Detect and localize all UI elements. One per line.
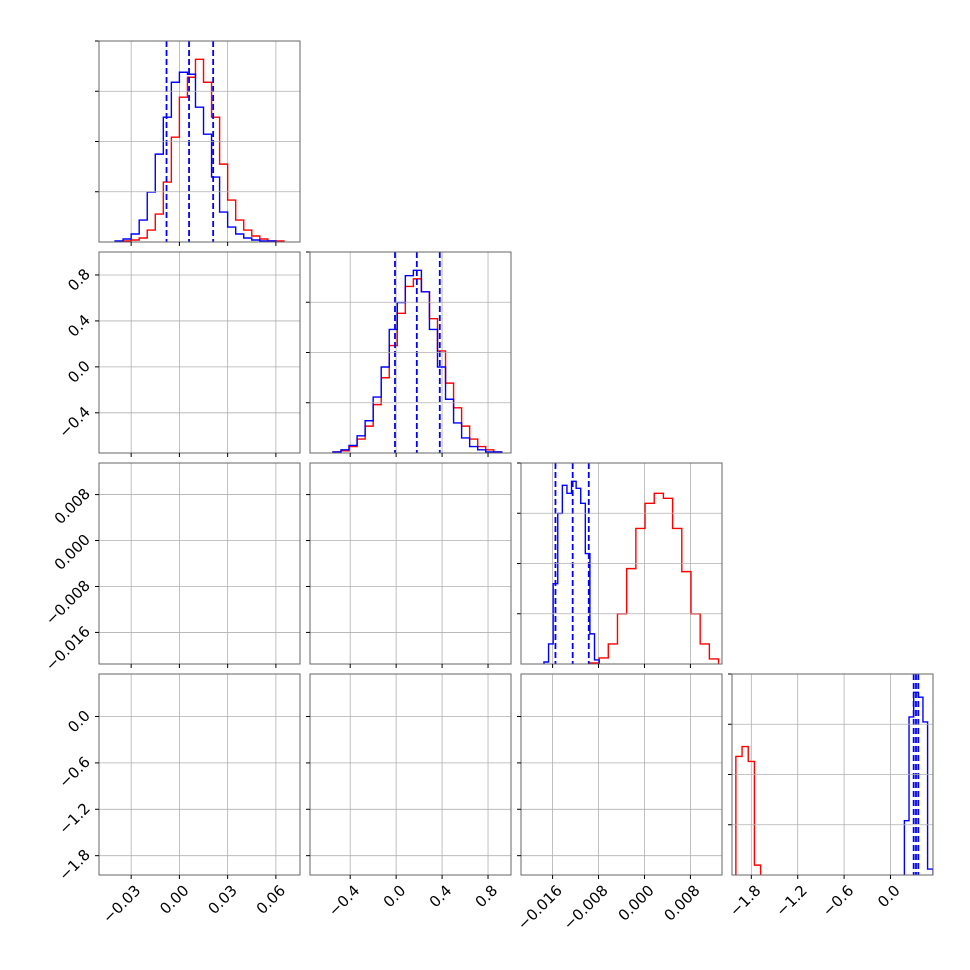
histogram-red xyxy=(332,278,503,453)
x-tick-label: −0.4 xyxy=(325,881,363,919)
x-tick-label: −1.2 xyxy=(772,881,810,919)
x-tick-label: −0.6 xyxy=(819,881,857,919)
x-tick-label: 0.03 xyxy=(204,881,240,917)
x-tick-label: 0.00 xyxy=(156,881,192,917)
panel-frame xyxy=(309,673,512,876)
x-tick-label: −1.8 xyxy=(726,881,764,919)
y-tick-label: 0.8 xyxy=(64,265,94,295)
histogram-blue xyxy=(114,71,277,242)
x-tick-label: −0.008 xyxy=(560,881,612,933)
histogram-red xyxy=(589,492,720,664)
histogram-panel-2 xyxy=(517,462,723,668)
histogram-red xyxy=(122,58,285,242)
x-tick-label: 0.06 xyxy=(253,881,289,917)
y-tick-label: 0.4 xyxy=(64,311,94,341)
histogram-blue xyxy=(332,269,503,453)
corner-panels: −0.40.00.40.8−0.016−0.0080.0000.008−1.8−… xyxy=(42,40,934,933)
x-tick-label: 0.8 xyxy=(472,881,502,911)
y-tick-label: −1.8 xyxy=(55,846,93,884)
panel-frame xyxy=(309,251,512,454)
panel-frame xyxy=(98,462,301,665)
panel-frame xyxy=(98,40,301,243)
histogram-panel-3: −1.8 −1.2 −0.6 0.0 xyxy=(726,673,934,920)
histogram-blue xyxy=(543,480,600,664)
x-tick-label: 0.000 xyxy=(615,881,658,924)
scatter-panel-2-3: −0.016−0.008 0.000 0.008 xyxy=(514,673,723,933)
x-tick-label: 0.0 xyxy=(874,881,904,911)
panel-frame xyxy=(731,673,934,876)
y-tick-label: 0.008 xyxy=(51,485,94,528)
histogram-panel-1 xyxy=(306,251,512,457)
histogram-red xyxy=(735,745,762,875)
panel-frame xyxy=(98,251,301,454)
scatter-panel-0-3: −1.8 −1.2 −0.6 0.0 −0.03 0.00 0.03 0.06 xyxy=(55,673,301,927)
y-tick-label: −0.008 xyxy=(42,577,94,629)
scatter-panel-1-2 xyxy=(306,462,512,668)
y-tick-label: −1.2 xyxy=(55,799,93,837)
y-tick-label: −0.016 xyxy=(42,623,94,675)
scatter-panel-1-3: −0.4 0.0 0.4 0.8 xyxy=(306,673,512,920)
x-tick-label: −0.03 xyxy=(99,881,144,926)
x-tick-label: 0.0 xyxy=(380,881,410,911)
panel-frame xyxy=(520,462,723,665)
y-tick-label: 0.000 xyxy=(51,531,94,574)
panel-frame xyxy=(309,462,512,665)
scatter-panel-0-1: −0.4 0.0 0.4 0.8 xyxy=(55,251,301,457)
x-tick-label: −0.016 xyxy=(514,881,566,933)
y-tick-label: 0.0 xyxy=(64,357,94,387)
x-tick-label: 0.4 xyxy=(426,881,456,911)
panel-frame xyxy=(520,673,723,876)
histogram-panel-0 xyxy=(95,40,301,246)
panel-frame xyxy=(98,673,301,876)
y-tick-label: −0.4 xyxy=(55,403,93,441)
x-tick-label: 0.008 xyxy=(661,881,704,924)
y-tick-label: 0.0 xyxy=(64,707,94,737)
y-tick-label: −0.6 xyxy=(55,753,93,791)
